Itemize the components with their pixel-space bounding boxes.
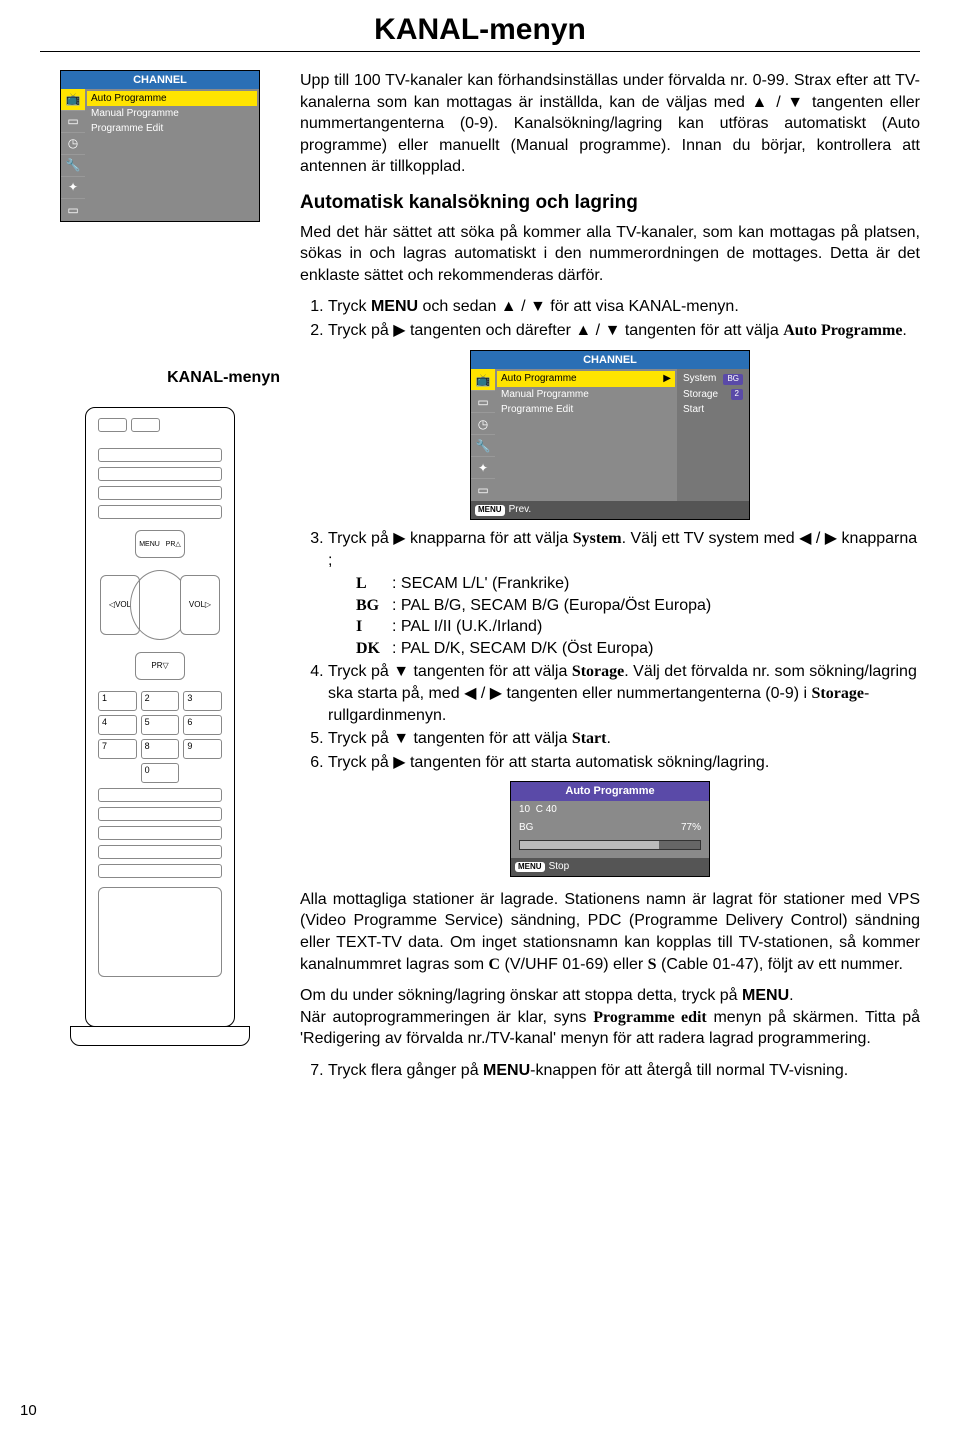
section-heading: Automatisk kanalsökning och lagring xyxy=(300,190,920,216)
numpad: 1 2 3 4 5 6 7 8 9 0 xyxy=(98,691,222,783)
remote-bottom-panel xyxy=(98,887,222,977)
remote-base xyxy=(70,1026,250,1046)
osd-footer: MENU Prev. xyxy=(471,501,749,519)
card-icon: ▭ xyxy=(471,479,495,501)
remote-button[interactable] xyxy=(98,486,222,500)
numkey-4[interactable]: 4 xyxy=(98,715,137,735)
steps-3-6: Tryck på ▶ knapparna för att välja Syste… xyxy=(300,528,920,774)
osd-icon-strip: 📺 ▭ ◷ 🔧 ✦ ▭ xyxy=(471,369,495,501)
remote-button[interactable] xyxy=(98,826,222,840)
osd-item: Manual Programme xyxy=(497,387,675,403)
osd-channel-submenu: CHANNEL 📺 ▭ ◷ 🔧 ✦ ▭ Auto Programme▶ Manu… xyxy=(470,350,750,520)
osd-item: Auto Programme xyxy=(87,91,257,106)
intro-paragraph: Upp till 100 TV-kanaler kan förhandsinst… xyxy=(300,70,920,178)
card-icon: ▭ xyxy=(61,199,85,221)
dpad-down[interactable]: PR▽ xyxy=(135,652,185,680)
scan-footer: MENU Stop xyxy=(511,858,709,876)
osd-icon-strip: 📺 ▭ ◷ 🔧 ✦ ▭ xyxy=(61,89,85,221)
step-4: Tryck på ▼ tangenten för att välja Stora… xyxy=(328,661,920,726)
remote-top-button[interactable] xyxy=(98,418,127,432)
wrench-icon: 🔧 xyxy=(471,435,495,457)
numkey-9[interactable]: 9 xyxy=(183,739,222,759)
step-1: Tryck MENU och sedan ▲ / ▼ för att visa … xyxy=(328,296,920,318)
clock-icon: ◷ xyxy=(471,413,495,435)
page-number: 10 xyxy=(20,1401,37,1421)
dpad-right[interactable]: VOL▷ xyxy=(180,575,220,635)
remote-button[interactable] xyxy=(98,788,222,802)
numkey-2[interactable]: 2 xyxy=(141,691,180,711)
left-caption: KANAL-menyn xyxy=(40,368,280,389)
tail-p3: När autoprogrammeringen är klar, syns Pr… xyxy=(300,1007,920,1050)
dpad: MENU PR△ ◁VOL VOL▷ PR▽ xyxy=(100,530,220,680)
remote-button[interactable] xyxy=(98,864,222,878)
remote-button[interactable] xyxy=(98,467,222,481)
osd-sub-row: SystemBG xyxy=(679,371,747,387)
screen-icon: ▭ xyxy=(471,391,495,413)
osd-header: CHANNEL xyxy=(61,71,259,89)
step-2: Tryck på ▶ tangenten och därefter ▲ / ▼ … xyxy=(328,320,920,342)
sparkle-icon: ✦ xyxy=(61,177,85,199)
numkey-3[interactable]: 3 xyxy=(183,691,222,711)
osd-header: CHANNEL xyxy=(471,351,749,370)
steps-7: Tryck flera gånger på MENU-knappen för a… xyxy=(300,1060,920,1082)
scan-row: 10 C 40 xyxy=(511,801,709,819)
osd-channel-small: CHANNEL 📺 ▭ ◷ 🔧 ✦ ▭ Auto Programme Manua… xyxy=(60,70,260,222)
auto-paragraph: Med det här sättet att söka på kommer al… xyxy=(300,222,920,287)
page-title: KANAL-menyn xyxy=(40,10,920,49)
remote-button[interactable] xyxy=(98,505,222,519)
osd-sub-row: Start xyxy=(679,402,747,418)
dpad-up[interactable]: MENU PR△ xyxy=(135,530,185,558)
scan-row: BG77% xyxy=(511,819,709,837)
osd-item: Programme Edit xyxy=(87,121,257,136)
numkey-7[interactable]: 7 xyxy=(98,739,137,759)
sparkle-icon: ✦ xyxy=(471,457,495,479)
scan-header: Auto Programme xyxy=(511,782,709,801)
step-7: Tryck flera gånger på MENU-knappen för a… xyxy=(328,1060,920,1082)
clock-icon: ◷ xyxy=(61,133,85,155)
progress-fill xyxy=(520,841,659,849)
osd-item: Manual Programme xyxy=(87,106,257,121)
system-list: L: SECAM L/L' (Frankrike) BG: PAL B/G, S… xyxy=(356,573,920,659)
osd-sub-row: Storage2 xyxy=(679,387,747,403)
osd-auto-programme-scan: Auto Programme 10 C 40 BG77% MENU Stop xyxy=(510,781,710,876)
right-column: Upp till 100 TV-kanaler kan förhandsinst… xyxy=(300,70,920,1090)
tv-icon: 📺 xyxy=(471,369,495,391)
remote-button[interactable] xyxy=(98,845,222,859)
left-column: CHANNEL 📺 ▭ ◷ 🔧 ✦ ▭ Auto Programme Manua… xyxy=(40,70,280,1090)
steps-1-2: Tryck MENU och sedan ▲ / ▼ för att visa … xyxy=(300,296,920,341)
tv-icon: 📺 xyxy=(61,89,85,111)
numkey-1[interactable]: 1 xyxy=(98,691,137,711)
osd-item: Programme Edit xyxy=(497,402,675,418)
step-6: Tryck på ▶ tangenten för att starta auto… xyxy=(328,752,920,774)
progress-bar xyxy=(519,840,701,850)
screen-icon: ▭ xyxy=(61,111,85,133)
menu-pill: MENU xyxy=(515,862,545,873)
tail-p1: Alla mottagliga stationer är lagrade. St… xyxy=(300,889,920,975)
numkey-5[interactable]: 5 xyxy=(141,715,180,735)
remote-control: MENU PR△ ◁VOL VOL▷ PR▽ 1 2 3 4 5 xyxy=(85,407,235,1027)
remote-button[interactable] xyxy=(98,448,222,462)
step-5: Tryck på ▼ tangenten för att välja Start… xyxy=(328,728,920,750)
wrench-icon: 🔧 xyxy=(61,155,85,177)
numkey-6[interactable]: 6 xyxy=(183,715,222,735)
osd-item-selected: Auto Programme▶ xyxy=(497,371,675,387)
step-3: Tryck på ▶ knapparna för att välja Syste… xyxy=(328,528,920,660)
remote-button[interactable] xyxy=(98,807,222,821)
menu-pill: MENU xyxy=(475,505,505,516)
numkey-8[interactable]: 8 xyxy=(141,739,180,759)
osd-submenu: SystemBG Storage2 Start xyxy=(677,369,749,501)
page-title-bar: KANAL-menyn xyxy=(40,10,920,52)
tail-p2: Om du under sökning/lagring önskar att s… xyxy=(300,985,920,1007)
numkey-0[interactable]: 0 xyxy=(141,763,180,783)
remote-top-button[interactable] xyxy=(131,418,160,432)
